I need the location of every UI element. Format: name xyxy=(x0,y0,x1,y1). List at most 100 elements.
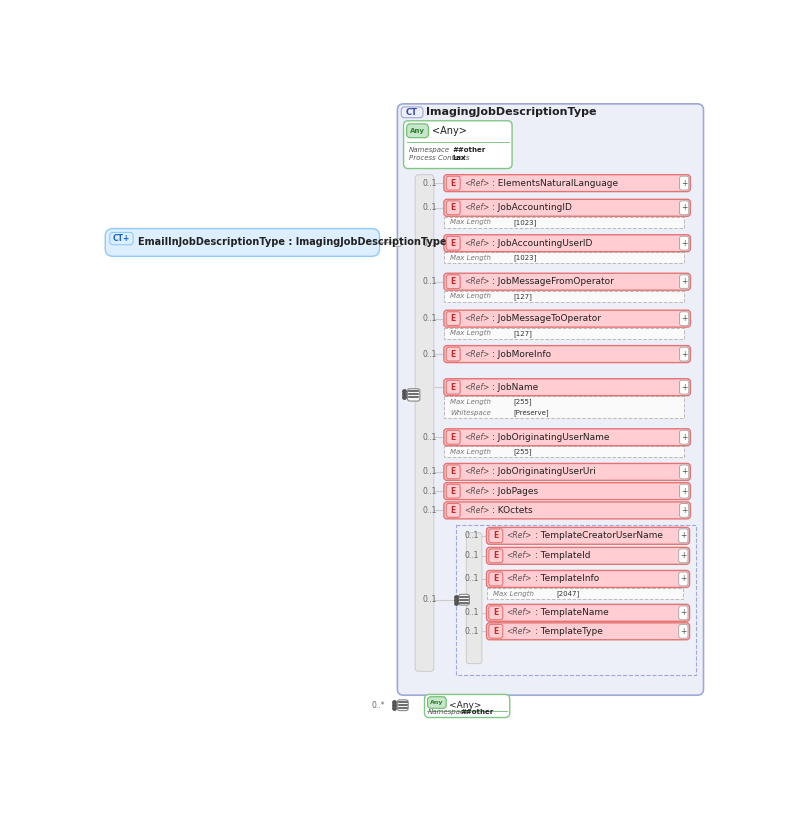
Text: <Ref>: <Ref> xyxy=(464,314,489,323)
Text: 0..1: 0..1 xyxy=(422,505,436,515)
Text: ##other: ##other xyxy=(452,147,485,153)
FancyBboxPatch shape xyxy=(486,623,690,640)
FancyBboxPatch shape xyxy=(680,312,689,326)
Text: [1023]: [1023] xyxy=(514,219,537,225)
Text: CT+: CT+ xyxy=(112,234,130,243)
Polygon shape xyxy=(455,525,695,675)
FancyBboxPatch shape xyxy=(680,380,689,394)
Text: 0..1: 0..1 xyxy=(422,278,436,287)
FancyBboxPatch shape xyxy=(444,483,691,500)
FancyBboxPatch shape xyxy=(444,379,691,396)
Text: : TemplateName: : TemplateName xyxy=(535,608,608,617)
Text: : TemplateId: : TemplateId xyxy=(535,551,590,560)
Text: E: E xyxy=(451,487,456,496)
FancyBboxPatch shape xyxy=(486,547,690,564)
Text: ImagingJobDescriptionType: ImagingJobDescriptionType xyxy=(426,107,596,117)
Text: 0..1: 0..1 xyxy=(422,349,436,359)
Text: <Ref>: <Ref> xyxy=(507,575,532,584)
Text: <Ref>: <Ref> xyxy=(507,627,532,636)
Text: Max Length: Max Length xyxy=(450,449,491,455)
Text: : JobName: : JobName xyxy=(492,383,539,392)
Text: : JobMessageToOperator: : JobMessageToOperator xyxy=(492,314,601,323)
FancyBboxPatch shape xyxy=(680,465,689,479)
Text: EmailInJobDescriptionType : ImagingJobDescriptionType: EmailInJobDescriptionType : ImagingJobDe… xyxy=(138,238,447,247)
FancyBboxPatch shape xyxy=(679,549,688,562)
Text: E: E xyxy=(451,383,456,392)
Text: E: E xyxy=(493,575,498,584)
Text: 0..1: 0..1 xyxy=(422,314,436,323)
Text: 0..1: 0..1 xyxy=(465,575,479,584)
FancyBboxPatch shape xyxy=(489,572,503,586)
Text: <Any>: <Any> xyxy=(449,702,482,711)
FancyBboxPatch shape xyxy=(444,429,691,446)
Text: [255]: [255] xyxy=(514,449,532,455)
Text: : JobOriginatingUserUri: : JobOriginatingUserUri xyxy=(492,467,596,476)
FancyBboxPatch shape xyxy=(680,176,689,190)
Text: : JobAccountingID: : JobAccountingID xyxy=(492,204,572,212)
Text: Whitespace: Whitespace xyxy=(450,409,491,416)
Text: 0..1: 0..1 xyxy=(422,467,436,476)
Text: : ElementsNaturalLanguage: : ElementsNaturalLanguage xyxy=(492,178,618,188)
FancyBboxPatch shape xyxy=(489,624,503,638)
Text: [255]: [255] xyxy=(514,399,532,405)
FancyBboxPatch shape xyxy=(415,175,434,672)
Text: +: + xyxy=(681,178,687,188)
Text: Max Length: Max Length xyxy=(450,330,491,336)
Text: Max Length: Max Length xyxy=(493,590,534,597)
FancyBboxPatch shape xyxy=(406,124,428,138)
Text: [2047]: [2047] xyxy=(556,590,580,597)
Text: 0..1: 0..1 xyxy=(465,532,479,540)
Text: Max Length: Max Length xyxy=(450,255,491,261)
Polygon shape xyxy=(444,217,684,228)
Text: E: E xyxy=(451,239,456,247)
FancyBboxPatch shape xyxy=(444,199,691,217)
FancyBboxPatch shape xyxy=(394,239,402,247)
FancyBboxPatch shape xyxy=(446,465,460,479)
Text: <Ref>: <Ref> xyxy=(507,532,532,540)
Text: Any: Any xyxy=(410,128,425,133)
Text: +: + xyxy=(681,467,687,476)
FancyBboxPatch shape xyxy=(444,274,691,290)
Text: [127]: [127] xyxy=(514,330,532,337)
Text: <Ref>: <Ref> xyxy=(507,551,532,560)
FancyBboxPatch shape xyxy=(105,229,379,256)
Text: : JobOriginatingUserName: : JobOriginatingUserName xyxy=(492,433,609,442)
Text: +: + xyxy=(681,383,687,392)
FancyBboxPatch shape xyxy=(407,389,420,401)
Text: 0..1: 0..1 xyxy=(422,433,436,442)
Text: Namespace: Namespace xyxy=(409,147,450,153)
FancyBboxPatch shape xyxy=(486,604,690,621)
FancyBboxPatch shape xyxy=(680,236,689,250)
Text: <Ref>: <Ref> xyxy=(464,239,489,247)
Text: E: E xyxy=(493,608,498,617)
Text: Max Length: Max Length xyxy=(450,399,491,405)
Text: +: + xyxy=(681,204,687,212)
FancyBboxPatch shape xyxy=(459,594,470,605)
FancyBboxPatch shape xyxy=(446,275,460,289)
Text: <Ref>: <Ref> xyxy=(464,278,489,287)
Text: E: E xyxy=(451,178,456,188)
FancyBboxPatch shape xyxy=(446,380,460,394)
Text: +: + xyxy=(681,239,687,247)
Text: E: E xyxy=(451,349,456,359)
Text: +: + xyxy=(681,433,687,442)
Polygon shape xyxy=(444,328,684,339)
Text: : TemplateCreatorUserName: : TemplateCreatorUserName xyxy=(535,532,663,540)
Text: 0..1: 0..1 xyxy=(422,178,436,188)
Text: <Ref>: <Ref> xyxy=(464,487,489,496)
Text: 0..*: 0..* xyxy=(371,702,385,711)
Text: +: + xyxy=(681,314,687,323)
FancyBboxPatch shape xyxy=(425,694,510,717)
Text: E: E xyxy=(451,433,456,442)
FancyBboxPatch shape xyxy=(398,104,703,695)
Text: : JobMoreInfo: : JobMoreInfo xyxy=(492,349,551,359)
Text: <Any>: <Any> xyxy=(432,126,467,136)
Text: <Ref>: <Ref> xyxy=(464,505,489,515)
Text: Process Contents: Process Contents xyxy=(409,155,470,160)
Text: <Ref>: <Ref> xyxy=(464,467,489,476)
FancyBboxPatch shape xyxy=(489,529,503,543)
Text: +: + xyxy=(680,608,687,617)
Text: +: + xyxy=(681,487,687,496)
Text: <Ref>: <Ref> xyxy=(464,204,489,212)
Text: 0..1: 0..1 xyxy=(422,204,436,212)
